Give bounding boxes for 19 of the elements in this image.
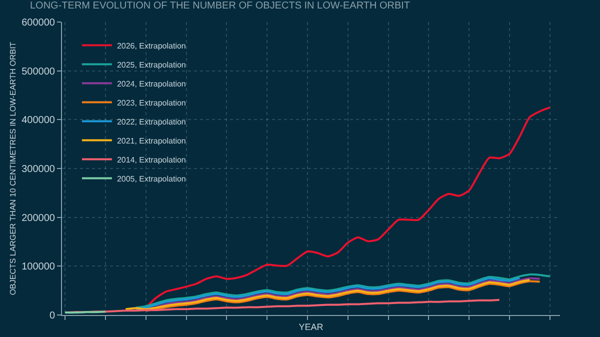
legend-label: 2024, Extrapolation xyxy=(116,79,186,88)
y-tick-label: 200000 xyxy=(22,212,56,224)
y-tick-label: 400000 xyxy=(22,115,56,126)
y-tick-label: 300000 xyxy=(22,164,56,175)
legend-label: 2014, Extrapolation xyxy=(116,155,186,164)
legend-label: 2021, Extrapolation xyxy=(116,136,186,146)
y-tick-label: 0 xyxy=(49,310,56,322)
legend-label: 2022, Extrapolation xyxy=(116,117,186,126)
legend-label: 2025, Extrapolation xyxy=(116,60,186,70)
y-tick-label: 500000 xyxy=(22,66,56,78)
line-series xyxy=(134,273,551,309)
x-axis-title: YEAR xyxy=(298,322,324,332)
legend-label: 2023, Extrapolation xyxy=(116,98,186,108)
y-tick-label: 600000 xyxy=(22,18,56,28)
legend-label: 2005, Extrapolation xyxy=(116,174,186,184)
y-tick-label: 100000 xyxy=(22,262,56,273)
y-axis-title: OBJECTS LARGER THAN 10 CENTIMETRES IN LOW-EARTH ORBIT xyxy=(8,42,18,296)
chart-title: LONG-TERM EVOLUTION OF THE NUMBER OF OBJECTS IN LOW-EARTH ORBIT xyxy=(30,0,410,12)
legend-label: 2026, Extrapolation xyxy=(116,41,186,50)
